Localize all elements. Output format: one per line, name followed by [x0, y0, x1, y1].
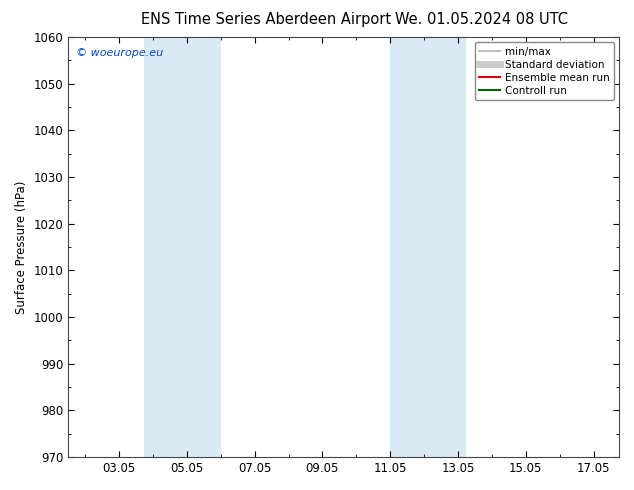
- Legend: min/max, Standard deviation, Ensemble mean run, Controll run: min/max, Standard deviation, Ensemble me…: [475, 42, 614, 100]
- Text: ENS Time Series Aberdeen Airport: ENS Time Series Aberdeen Airport: [141, 12, 391, 27]
- Text: We. 01.05.2024 08 UTC: We. 01.05.2024 08 UTC: [396, 12, 568, 27]
- Text: © woeurope.eu: © woeurope.eu: [77, 48, 164, 58]
- Bar: [145, 37, 221, 457]
- Bar: [390, 37, 467, 457]
- Y-axis label: Surface Pressure (hPa): Surface Pressure (hPa): [15, 180, 28, 314]
